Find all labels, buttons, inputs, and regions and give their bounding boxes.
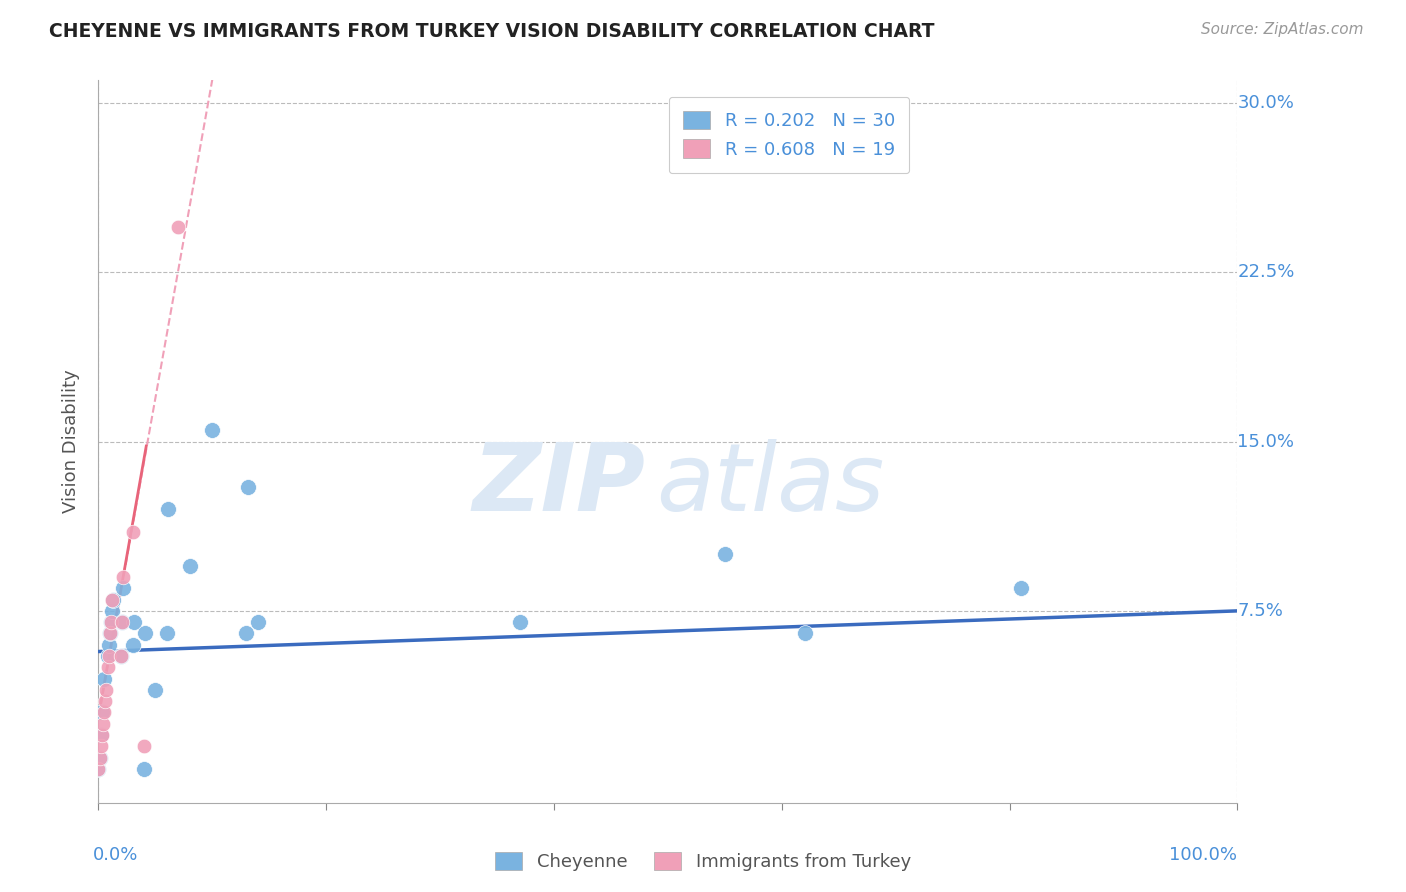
Point bbox=[235, 626, 257, 640]
Text: 7.5%: 7.5% bbox=[1237, 602, 1284, 620]
Point bbox=[236, 480, 259, 494]
Text: ZIP: ZIP bbox=[472, 439, 645, 531]
Legend: Cheyenne, Immigrants from Turkey: Cheyenne, Immigrants from Turkey bbox=[488, 845, 918, 879]
Point bbox=[793, 626, 815, 640]
Point bbox=[100, 615, 122, 630]
Text: 15.0%: 15.0% bbox=[1237, 433, 1295, 450]
Text: CHEYENNE VS IMMIGRANTS FROM TURKEY VISION DISABILITY CORRELATION CHART: CHEYENNE VS IMMIGRANTS FROM TURKEY VISIO… bbox=[49, 22, 935, 41]
Legend: R = 0.202   N = 30, R = 0.608   N = 19: R = 0.202 N = 30, R = 0.608 N = 19 bbox=[669, 96, 910, 173]
Point bbox=[1010, 582, 1032, 596]
Point bbox=[167, 220, 190, 235]
Point bbox=[201, 423, 224, 437]
Point bbox=[96, 660, 118, 674]
Point bbox=[101, 592, 124, 607]
Point bbox=[87, 762, 110, 776]
Point bbox=[179, 558, 201, 573]
Point bbox=[87, 762, 110, 776]
Point bbox=[121, 638, 143, 652]
Point bbox=[134, 626, 156, 640]
Point bbox=[90, 706, 112, 720]
Point bbox=[111, 615, 134, 630]
Point bbox=[90, 728, 112, 742]
Point bbox=[714, 548, 737, 562]
Point bbox=[246, 615, 269, 630]
Point bbox=[90, 739, 112, 754]
Point bbox=[100, 615, 122, 630]
Point bbox=[94, 694, 117, 708]
Text: 0.0%: 0.0% bbox=[93, 847, 138, 864]
Point bbox=[97, 648, 120, 663]
Y-axis label: Vision Disability: Vision Disability bbox=[62, 369, 80, 514]
Point bbox=[156, 626, 179, 640]
Point bbox=[101, 604, 124, 618]
Point bbox=[89, 750, 111, 764]
Point bbox=[132, 762, 155, 776]
Point bbox=[122, 615, 145, 630]
Point bbox=[112, 582, 135, 596]
Point bbox=[111, 615, 134, 630]
Point bbox=[110, 648, 132, 663]
Point bbox=[93, 706, 115, 720]
Point bbox=[98, 626, 121, 640]
Text: 22.5%: 22.5% bbox=[1237, 263, 1295, 281]
Point bbox=[96, 682, 118, 697]
Point bbox=[110, 648, 132, 663]
Text: Source: ZipAtlas.com: Source: ZipAtlas.com bbox=[1201, 22, 1364, 37]
Point bbox=[97, 638, 120, 652]
Point bbox=[112, 570, 135, 584]
Text: 30.0%: 30.0% bbox=[1237, 94, 1294, 112]
Text: atlas: atlas bbox=[657, 440, 884, 531]
Point bbox=[103, 592, 125, 607]
Point bbox=[156, 502, 179, 516]
Point bbox=[91, 716, 114, 731]
Point bbox=[96, 648, 118, 663]
Point bbox=[509, 615, 531, 630]
Point bbox=[93, 672, 115, 686]
Text: 100.0%: 100.0% bbox=[1170, 847, 1237, 864]
Point bbox=[121, 524, 143, 539]
Point bbox=[89, 750, 111, 764]
Point bbox=[145, 682, 167, 697]
Point bbox=[98, 626, 121, 640]
Point bbox=[90, 728, 112, 742]
Point bbox=[132, 739, 155, 754]
